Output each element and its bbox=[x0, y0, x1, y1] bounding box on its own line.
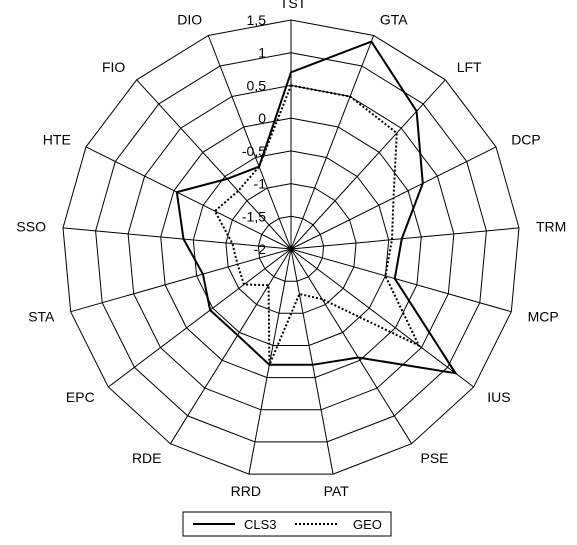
axis-label-tst: TST bbox=[280, 0, 307, 11]
axis-label-gta: GTA bbox=[380, 12, 408, 28]
grid-ring-4 bbox=[160, 117, 422, 379]
spoke-sta bbox=[70, 248, 292, 313]
spoke-pat bbox=[290, 248, 334, 475]
axis-label-sso: SSO bbox=[16, 218, 46, 234]
tick-label-1: -1,5 bbox=[242, 208, 266, 224]
spoke-epc bbox=[107, 248, 292, 388]
grid-ring-7 bbox=[62, 19, 520, 475]
axis-label-mcp: MCP bbox=[528, 308, 559, 324]
spoke-trm bbox=[290, 227, 520, 250]
legend-label-geo: GEO bbox=[353, 517, 382, 532]
spoke-hte bbox=[85, 146, 292, 250]
spoke-gta bbox=[290, 35, 375, 250]
series-geo-line bbox=[213, 84, 422, 366]
spoke-ius bbox=[290, 248, 475, 388]
axis-label-rrd: RRD bbox=[231, 483, 261, 499]
axis-label-lft: LFT bbox=[457, 59, 482, 75]
tick-label-4: 0 bbox=[258, 110, 266, 126]
tick-label-5: 0,5 bbox=[247, 77, 267, 93]
series-cls3-line bbox=[175, 40, 458, 375]
axis-label-dio: DIO bbox=[177, 12, 202, 28]
legend-label-cls3: CLS3 bbox=[244, 517, 277, 532]
axis-label-sta: STA bbox=[28, 308, 55, 324]
axis-label-dcp: DCP bbox=[511, 131, 541, 147]
spoke-mcp bbox=[290, 248, 512, 313]
spoke-lft bbox=[290, 79, 446, 250]
tick-label-2: -1 bbox=[254, 176, 267, 192]
tick-label-3: -0,5 bbox=[242, 143, 266, 159]
axis-label-pat: PAT bbox=[324, 483, 350, 499]
grid-ring-5 bbox=[127, 84, 455, 411]
spoke-sso bbox=[62, 227, 292, 250]
tick-label-0: -2 bbox=[254, 241, 267, 257]
tick-label-6: 1 bbox=[258, 45, 266, 61]
grid-ring-6 bbox=[95, 52, 487, 443]
spoke-pse bbox=[290, 248, 413, 444]
axis-label-trm: TRM bbox=[536, 218, 566, 234]
grid-ring-3 bbox=[192, 150, 390, 346]
axis-label-hte: HTE bbox=[43, 131, 71, 147]
axis-label-rde: RDE bbox=[132, 450, 162, 466]
axis-label-pse: PSE bbox=[421, 450, 449, 466]
axis-label-epc: EPC bbox=[66, 389, 95, 405]
axis-label-fio: FIO bbox=[102, 59, 125, 75]
tick-label-7: 1,5 bbox=[247, 12, 267, 28]
axis-label-ius: IUS bbox=[487, 389, 510, 405]
spoke-fio bbox=[136, 79, 292, 250]
spoke-dio bbox=[207, 35, 292, 250]
spoke-rde bbox=[169, 248, 292, 444]
grid-ring-1 bbox=[257, 215, 325, 282]
